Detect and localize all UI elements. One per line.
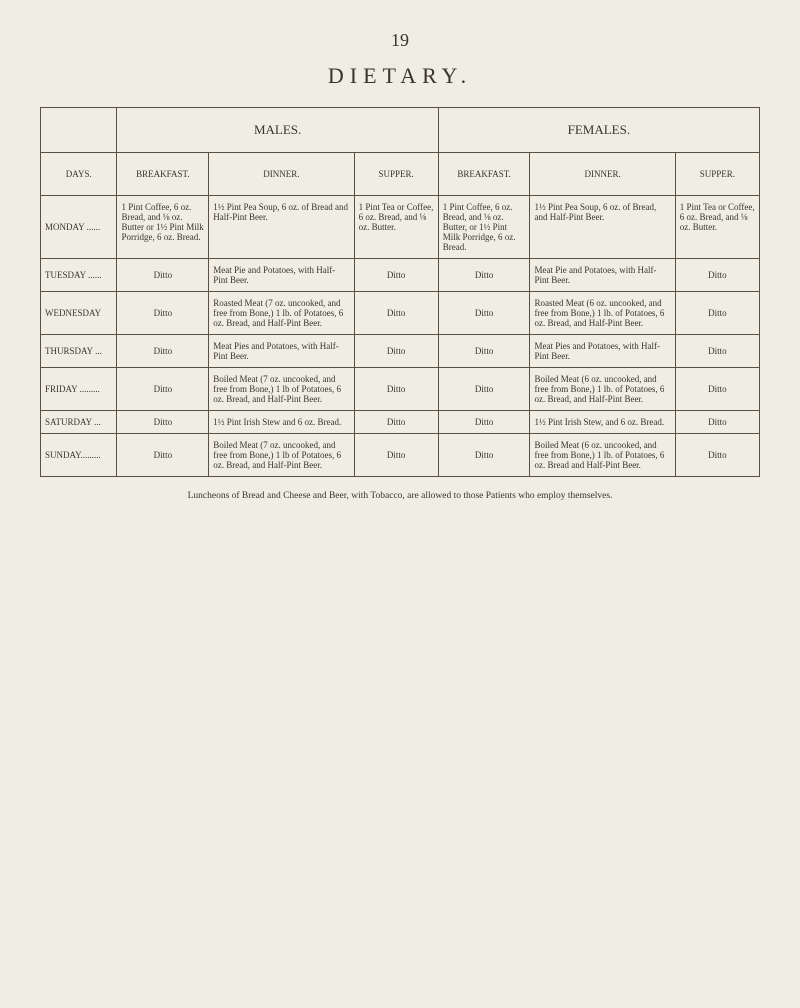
day-label: THURSDAY ... (41, 335, 117, 368)
cell-m-sup: Ditto (354, 368, 438, 411)
day-label: WEDNESDAY (41, 292, 117, 335)
cell-f-din: Meat Pie and Potatoes, with Half-Pint Be… (530, 259, 675, 292)
cell-f-sup: Ditto (675, 368, 759, 411)
cell-f-bf: Ditto (438, 411, 530, 434)
col-f-dinner: DINNER. (530, 153, 675, 196)
cell-f-din: Boiled Meat (6 oz. uncooked, and free fr… (530, 434, 675, 477)
day-label: FRIDAY ......... (41, 368, 117, 411)
col-m-supper: SUPPER. (354, 153, 438, 196)
cell-f-bf: Ditto (438, 434, 530, 477)
cell-f-bf: Ditto (438, 335, 530, 368)
table-row: MONDAY ...... 1 Pint Coffee, 6 oz. Bread… (41, 196, 760, 259)
cell-f-sup: Ditto (675, 292, 759, 335)
cell-m-bf: 1 Pint Coffee, 6 oz. Bread, and ⅛ oz. Bu… (117, 196, 209, 259)
footnote: Luncheons of Bread and Cheese and Beer, … (40, 485, 760, 507)
cell-f-din: 1½ Pint Irish Stew, and 6 oz. Bread. (530, 411, 675, 434)
cell-f-din: Boiled Meat (6 oz. uncooked, and free fr… (530, 368, 675, 411)
cell-m-sup: Ditto (354, 411, 438, 434)
col-days: DAYS. (41, 153, 117, 196)
cell-f-sup: 1 Pint Tea or Coffee, 6 oz. Bread, and ⅛… (675, 196, 759, 259)
blank-header (41, 108, 117, 153)
col-f-breakfast: BREAKFAST. (438, 153, 530, 196)
cell-f-bf: Ditto (438, 368, 530, 411)
cell-m-din: Roasted Meat (7 oz. uncooked, and free f… (209, 292, 354, 335)
page-title: DIETARY. (40, 63, 760, 89)
table-row: WEDNESDAY Ditto Roasted Meat (7 oz. unco… (41, 292, 760, 335)
cell-f-bf: Ditto (438, 292, 530, 335)
males-header: MALES. (117, 108, 438, 153)
table-row: THURSDAY ... Ditto Meat Pies and Potatoe… (41, 335, 760, 368)
page-number: 19 (40, 30, 760, 51)
col-m-dinner: DINNER. (209, 153, 354, 196)
col-m-breakfast: BREAKFAST. (117, 153, 209, 196)
cell-f-sup: Ditto (675, 411, 759, 434)
cell-m-sup: Ditto (354, 292, 438, 335)
cell-m-bf: Ditto (117, 292, 209, 335)
cell-m-bf: Ditto (117, 434, 209, 477)
cell-m-din: Boiled Meat (7 oz. uncooked, and free fr… (209, 368, 354, 411)
cell-f-din: Roasted Meat (6 oz. uncooked, and free f… (530, 292, 675, 335)
cell-m-sup: Ditto (354, 434, 438, 477)
day-label: TUESDAY ...... (41, 259, 117, 292)
day-label: SUNDAY......... (41, 434, 117, 477)
cell-m-sup: Ditto (354, 259, 438, 292)
cell-f-din: 1½ Pint Pea Soup, 6 oz. of Bread, and Ha… (530, 196, 675, 259)
dietary-table: MALES. FEMALES. DAYS. BREAKFAST. DINNER.… (40, 107, 760, 477)
cell-m-din: Boiled Meat (7 oz. uncooked, and free fr… (209, 434, 354, 477)
table-row: FRIDAY ......... Ditto Boiled Meat (7 oz… (41, 368, 760, 411)
cell-f-sup: Ditto (675, 259, 759, 292)
cell-m-din: Meat Pie and Potatoes, with Half-Pint Be… (209, 259, 354, 292)
cell-m-sup: Ditto (354, 335, 438, 368)
cell-m-din: 1½ Pint Pea Soup, 6 oz. of Bread and Hal… (209, 196, 354, 259)
cell-m-bf: Ditto (117, 368, 209, 411)
cell-m-bf: Ditto (117, 411, 209, 434)
table-row: TUESDAY ...... Ditto Meat Pie and Potato… (41, 259, 760, 292)
table-row: SUNDAY......... Ditto Boiled Meat (7 oz.… (41, 434, 760, 477)
cell-m-din: Meat Pies and Potatoes, with Half-Pint B… (209, 335, 354, 368)
cell-f-sup: Ditto (675, 335, 759, 368)
cell-f-din: Meat Pies and Potatoes, with Half-Pint B… (530, 335, 675, 368)
cell-f-bf: Ditto (438, 259, 530, 292)
day-label: MONDAY ...... (41, 196, 117, 259)
cell-f-sup: Ditto (675, 434, 759, 477)
cell-m-bf: Ditto (117, 259, 209, 292)
day-label: SATURDAY ... (41, 411, 117, 434)
cell-m-din: 1½ Pint Irish Stew and 6 oz. Bread. (209, 411, 354, 434)
females-header: FEMALES. (438, 108, 759, 153)
table-row: SATURDAY ... Ditto 1½ Pint Irish Stew an… (41, 411, 760, 434)
cell-m-bf: Ditto (117, 335, 209, 368)
col-f-supper: SUPPER. (675, 153, 759, 196)
cell-f-bf: 1 Pint Coffee, 6 oz. Bread, and ⅛ oz. Bu… (438, 196, 530, 259)
cell-m-sup: 1 Pint Tea or Coffee, 6 oz. Bread, and ⅛… (354, 196, 438, 259)
